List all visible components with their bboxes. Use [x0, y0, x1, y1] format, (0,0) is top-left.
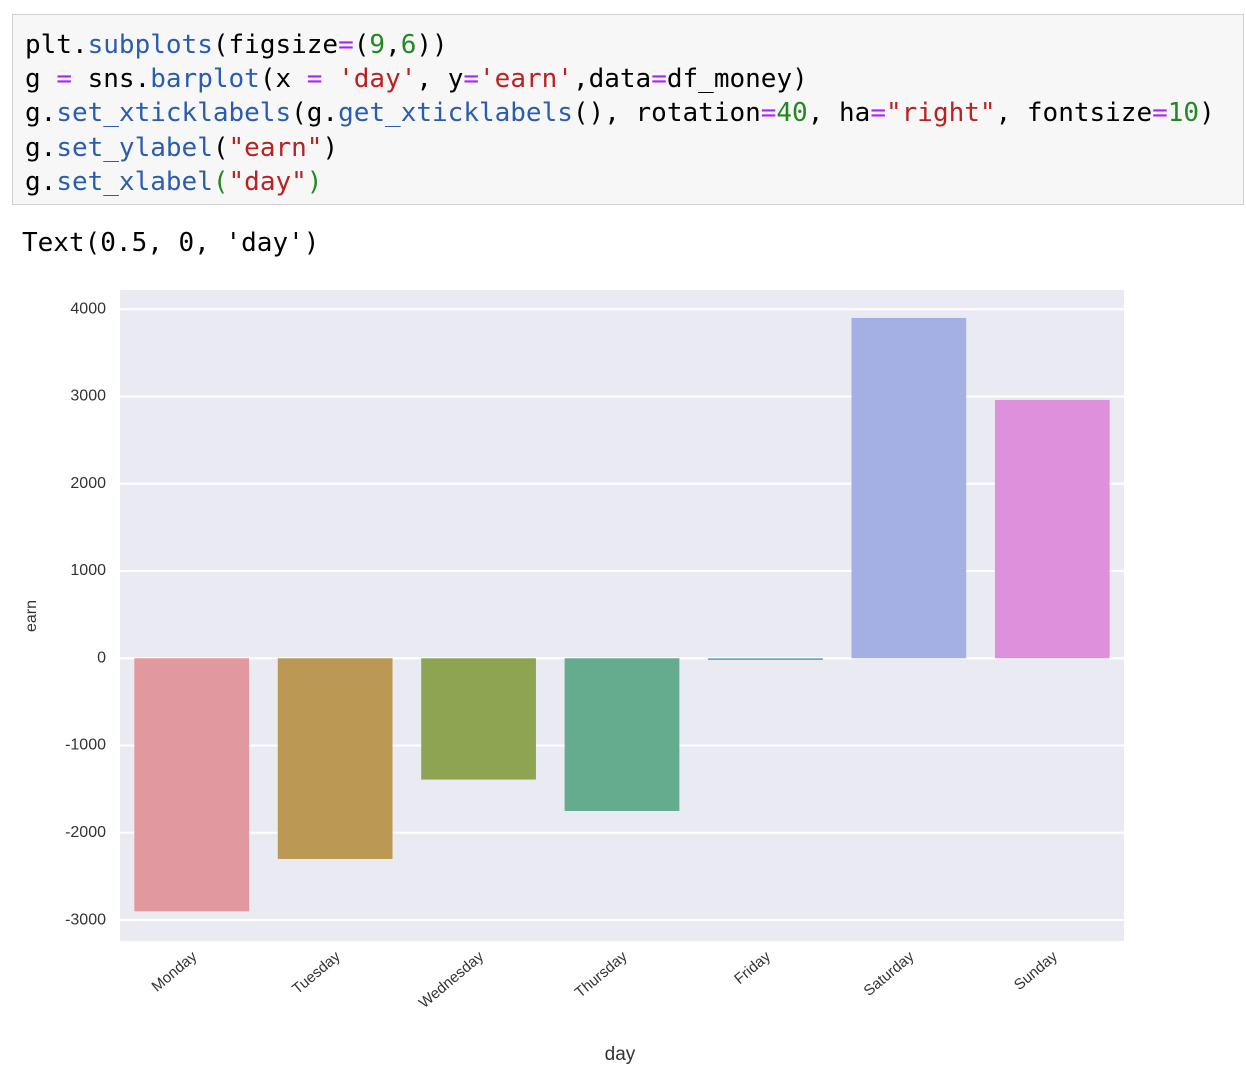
code-token: df_money) [666, 64, 808, 95]
code-token: = [463, 64, 480, 95]
code-line: g.set_ylabel("earn") [25, 131, 1215, 165]
code-token: 40 [776, 98, 808, 129]
code-token: get_xticklabels [338, 98, 573, 129]
code-token: = [760, 98, 777, 129]
x-tick-label: Monday [148, 948, 200, 996]
code-token: 6 [400, 30, 417, 60]
bar [564, 658, 680, 811]
y-tick-label: 2000 [70, 475, 106, 492]
code-token: ) [322, 132, 339, 163]
code-line: g.set_xlabel("day") [25, 165, 1215, 199]
bar [851, 317, 967, 659]
code-token: g. [25, 166, 57, 197]
code-token: , y [416, 64, 464, 95]
code-token: = [870, 98, 886, 129]
x-tick-label: Thursday [572, 948, 631, 1002]
code-token: (x [259, 64, 307, 95]
code-line: plt.subplots(figsize=(9,6)) [25, 28, 1215, 62]
code-token: sns. [71, 64, 151, 95]
code-token: plt. [25, 30, 88, 60]
y-tick-label: -3000 [65, 911, 106, 928]
code-token: = [338, 30, 354, 60]
x-axis-label: day [605, 1044, 636, 1065]
code-token: set_ylabel [56, 132, 213, 163]
x-tick-label: Wednesday [416, 948, 488, 1012]
code-line: g = sns.barplot(x = 'day', y='earn',data… [25, 62, 1215, 96]
bar [994, 399, 1110, 659]
bar [277, 658, 393, 859]
code-token: "right" [886, 98, 996, 129]
x-tick-label: Tuesday [289, 948, 344, 998]
bar [421, 658, 536, 780]
code-token: "earn" [228, 132, 323, 163]
code-token: (), rotation [572, 98, 761, 129]
code-token: ) [1199, 98, 1215, 129]
code-token: 10 [1167, 98, 1200, 129]
code-token: = [56, 64, 72, 95]
code-token: )) [416, 30, 448, 60]
code-token: , [385, 30, 401, 60]
bar [708, 658, 823, 661]
code-token: 'day' [338, 64, 417, 95]
x-tick-label: Friday [731, 948, 774, 988]
code-token: ) [306, 166, 323, 197]
x-tick-label: Saturday [861, 948, 918, 1000]
y-tick-label: 4000 [70, 300, 106, 317]
code-token: ( [212, 132, 229, 163]
code-token: (figsize [212, 30, 339, 60]
code-token: , ha [807, 98, 871, 129]
code-token: = [306, 64, 323, 95]
code-token: ( [353, 30, 370, 60]
plot-area [120, 290, 1124, 941]
y-tick-label: -2000 [65, 824, 106, 841]
code-token: ( [212, 166, 229, 197]
code-token: subplots [87, 30, 213, 60]
code-token: = [651, 64, 667, 95]
y-tick-label: -1000 [65, 737, 106, 754]
code-token: , fontsize [995, 98, 1153, 129]
code-token: = [1152, 98, 1168, 129]
code-token: "day" [228, 166, 307, 197]
bar [134, 658, 250, 912]
y-axis-label: earn [23, 600, 40, 632]
code-token: g. [25, 98, 57, 129]
code-token: (g. [291, 98, 339, 129]
code-token: g [25, 64, 57, 95]
y-tick-label: 0 [97, 649, 106, 666]
code-token: g. [25, 132, 57, 163]
y-tick-label: 3000 [70, 388, 106, 405]
output-text: Text(0.5, 0, 'day') [22, 228, 320, 258]
code-cell[interactable]: plt.subplots(figsize=(9,6)) g = sns.barpl… [12, 14, 1244, 205]
code-token: barplot [150, 64, 260, 95]
y-tick-label: 1000 [70, 562, 106, 579]
x-tick-label: Sunday [1011, 948, 1061, 994]
code-token: ,data [572, 64, 652, 95]
code-token: 'earn' [479, 64, 573, 95]
code-line: g.set_xticklabels(g.get_xticklabels(), r… [25, 96, 1215, 130]
code-token: set_xticklabels [56, 98, 292, 129]
code: plt.subplots(figsize=(9,6)) g = sns.barpl… [25, 28, 1215, 199]
code-token: 9 [369, 30, 386, 60]
code-token: set_xlabel [56, 166, 213, 197]
